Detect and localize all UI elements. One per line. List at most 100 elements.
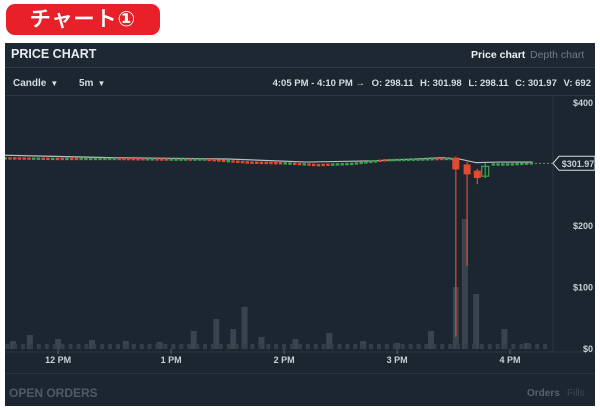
price-tick-label: $400 [573, 98, 593, 108]
candle [411, 158, 416, 161]
chart-grid [5, 96, 595, 353]
candle [122, 157, 126, 161]
candle [383, 159, 387, 162]
volume-bar [400, 344, 405, 349]
candle [236, 160, 240, 163]
candle [98, 157, 102, 161]
volume-bar [21, 344, 26, 349]
volume-bar [250, 344, 255, 349]
price-tick-label: $200 [573, 221, 593, 231]
current-price-box [552, 155, 595, 171]
candle [107, 157, 112, 161]
volume-bar [326, 333, 333, 349]
candle [387, 158, 392, 162]
candle [255, 161, 259, 164]
volume-bar [456, 344, 461, 349]
candle [188, 158, 193, 161]
high-value: H: 301.98 [420, 78, 462, 89]
price-chart[interactable]: $400$300$200$100$0 12 PM1 PM2 PM3 PM4 PM… [5, 96, 595, 372]
volume-bar [36, 344, 41, 349]
volume-bar [503, 344, 508, 349]
candle [217, 159, 221, 162]
volume-bar [92, 344, 97, 349]
candle [440, 157, 444, 161]
volume-bar [361, 344, 366, 349]
panel-title: PRICE CHART [11, 47, 97, 61]
volume-bar [463, 344, 468, 349]
volume-bar [187, 344, 192, 349]
candle [160, 158, 164, 161]
volume-bar [202, 344, 207, 349]
volume-bar [226, 344, 231, 349]
volume-bar [292, 339, 299, 349]
volume-bar [297, 344, 302, 349]
candle [444, 157, 449, 161]
interval-dropdown[interactable]: 5m ▼ [79, 78, 105, 89]
chevron-down-icon: ▼ [50, 79, 59, 88]
volume-bar [266, 344, 271, 349]
candle [17, 157, 22, 160]
candle [84, 157, 88, 161]
tab-fills[interactable]: Fills [567, 388, 585, 399]
candle [226, 159, 231, 163]
candles [5, 156, 534, 337]
candle [117, 157, 121, 161]
candle-body [481, 165, 490, 177]
candle [12, 157, 17, 160]
time-tick-label: 3 PM [387, 355, 408, 365]
candle [425, 158, 430, 161]
candle [240, 160, 245, 164]
volume-bar [100, 344, 105, 349]
candle [496, 163, 500, 166]
volume-bar [511, 344, 516, 349]
volume-bar [26, 335, 33, 349]
interval-label: 5m [79, 78, 94, 89]
candle [311, 163, 316, 167]
volume-bar [337, 344, 342, 349]
candle [335, 163, 340, 166]
volume-bar [524, 343, 531, 349]
candle [510, 163, 515, 166]
candle [264, 161, 269, 165]
chart-badge: チャート① [6, 4, 160, 35]
volume-bar [427, 331, 434, 349]
candle [69, 157, 74, 161]
candle [50, 157, 55, 161]
tab-orders[interactable]: Orders [527, 388, 560, 399]
candle [501, 163, 505, 166]
volume-bar [44, 344, 49, 349]
candle [397, 158, 401, 162]
volume-bar [305, 344, 310, 349]
tab-depth-chart[interactable]: Depth chart [530, 49, 585, 61]
current-price-label: $301.97 [562, 159, 595, 169]
volume-bar [369, 344, 374, 349]
candle [321, 163, 325, 167]
volume-bar [289, 344, 294, 349]
candle [5, 157, 7, 160]
tab-price-chart[interactable]: Price chart [471, 49, 526, 61]
candle [65, 157, 69, 161]
candle [202, 158, 207, 161]
candle [221, 159, 226, 163]
candle [131, 157, 136, 161]
candle [126, 157, 131, 161]
candle [150, 158, 155, 161]
volume-bar [543, 344, 548, 349]
chart-type-dropdown[interactable]: Candle ▼ [13, 78, 58, 89]
time-tick-label: 1 PM [161, 355, 182, 365]
volume-bar [479, 344, 484, 349]
candle [307, 163, 311, 166]
panel-header: PRICE CHART Price chart Depth chart [5, 43, 595, 68]
volume-value: V: 692 [563, 78, 591, 89]
candle [416, 158, 420, 161]
candle [41, 157, 45, 160]
volume-bar [234, 344, 239, 349]
candle [169, 158, 174, 161]
volume-bar [519, 344, 524, 349]
volume-bar [282, 344, 287, 349]
candle [79, 157, 83, 161]
candle [259, 161, 264, 165]
volume-bar [68, 344, 73, 349]
current-price-tag: $301.97 [534, 155, 595, 171]
time-tick-label: 2 PM [274, 355, 295, 365]
